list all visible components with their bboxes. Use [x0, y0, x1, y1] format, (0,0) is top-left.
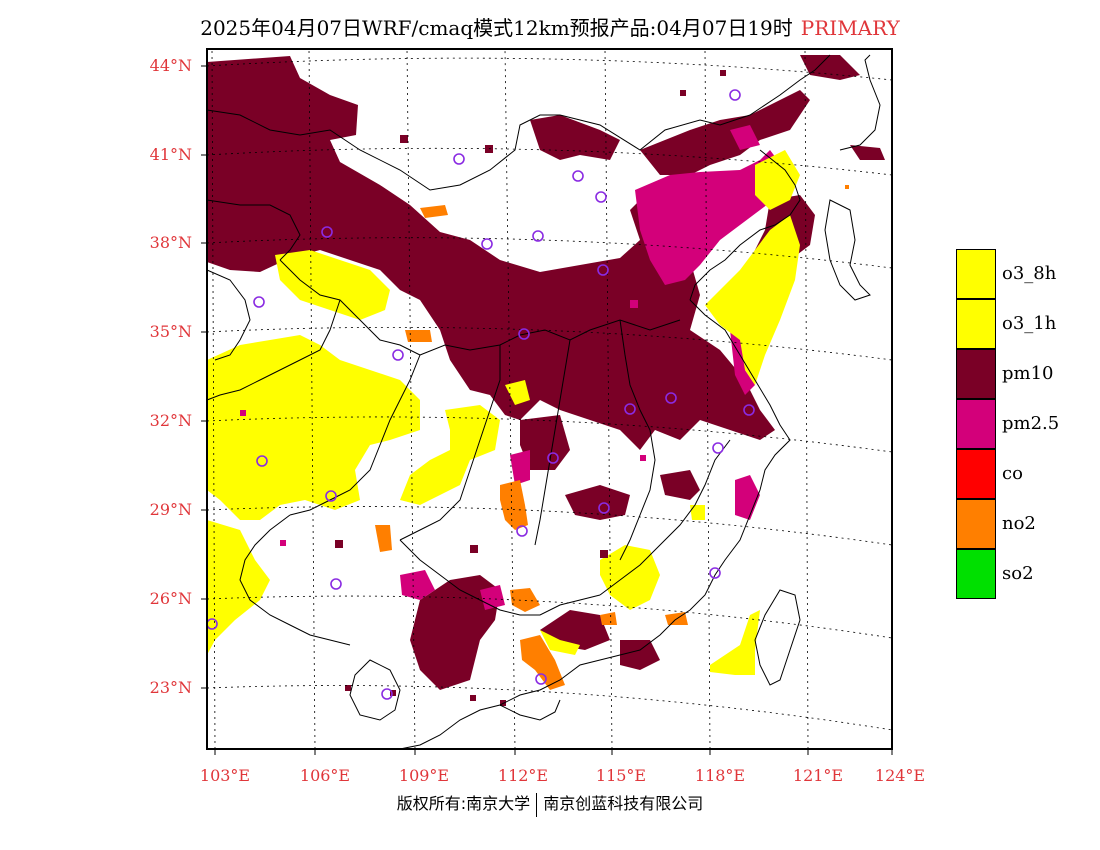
pm25-region	[400, 125, 785, 610]
lon-label-103: 103°E	[199, 766, 251, 785]
lat-label-38: 38°N	[149, 233, 192, 252]
lat-label-35: 35°N	[149, 322, 192, 341]
legend-swatch	[956, 549, 996, 599]
lat-label-41: 41°N	[149, 145, 192, 164]
map-title: 2025年04月07日WRF/cmaq模式12km预报产品:04月07日19时 P…	[0, 12, 1100, 41]
legend-label: o3_8h	[1002, 263, 1057, 284]
legend-item-no2: no2	[956, 499, 1076, 549]
lat-label-44: 44°N	[149, 56, 192, 75]
station-markers	[206, 89, 755, 700]
lon-label-106: 106°E	[299, 766, 351, 785]
map-area	[201, 48, 893, 755]
copyright-footer: 版权所有:南京大学 南京创蓝科技有限公司	[0, 790, 1100, 817]
legend-item-o3-8h: o3_8h	[956, 249, 1076, 299]
legend-swatch	[956, 349, 996, 399]
lat-label-29: 29°N	[149, 500, 192, 519]
lat-label-26: 26°N	[149, 589, 192, 608]
o3-region	[207, 150, 800, 675]
legend-label: co	[1002, 463, 1023, 484]
title-tag: PRIMARY	[800, 16, 900, 40]
legend-item-co: co	[956, 449, 1076, 499]
legend-item-pm10: pm10	[956, 349, 1076, 399]
boundary-lines	[206, 54, 881, 750]
lat-label-32: 32°N	[149, 411, 192, 430]
legend-label: o3_1h	[1002, 313, 1057, 334]
copyright-left: 版权所有:南京大学	[396, 794, 531, 813]
legend-label: so2	[1002, 563, 1034, 584]
map-frame	[206, 48, 893, 750]
legend-swatch	[956, 499, 996, 549]
graticule	[206, 48, 893, 750]
legend-label: no2	[1002, 513, 1036, 534]
tick-marks	[201, 65, 893, 755]
legend-item-o3-1h: o3_1h	[956, 299, 1076, 349]
legend-label: pm2.5	[1002, 413, 1060, 434]
legend: o3_8h o3_1h pm10 pm2.5 co no2 so2	[956, 249, 1076, 599]
lon-label-121: 121°E	[792, 766, 844, 785]
footer-separator	[536, 792, 538, 817]
lon-label-109: 109°E	[398, 766, 450, 785]
legend-item-so2: so2	[956, 549, 1076, 599]
lon-label-115: 115°E	[595, 766, 647, 785]
lon-label-118: 118°E	[694, 766, 746, 785]
legend-swatch	[956, 249, 996, 299]
lon-label-112: 112°E	[497, 766, 549, 785]
lat-label-23: 23°N	[149, 678, 192, 697]
no2-region	[375, 205, 688, 690]
legend-label: pm10	[1002, 363, 1054, 384]
legend-swatch	[956, 399, 996, 449]
legend-item-pm25: pm2.5	[956, 399, 1076, 449]
legend-swatch	[956, 299, 996, 349]
title-main: 2025年04月07日WRF/cmaq模式12km预报产品:04月07日19时	[200, 16, 793, 40]
copyright-right: 南京创蓝科技有限公司	[543, 794, 704, 813]
legend-swatch	[956, 449, 996, 499]
lon-label-124: 124°E	[874, 766, 926, 785]
